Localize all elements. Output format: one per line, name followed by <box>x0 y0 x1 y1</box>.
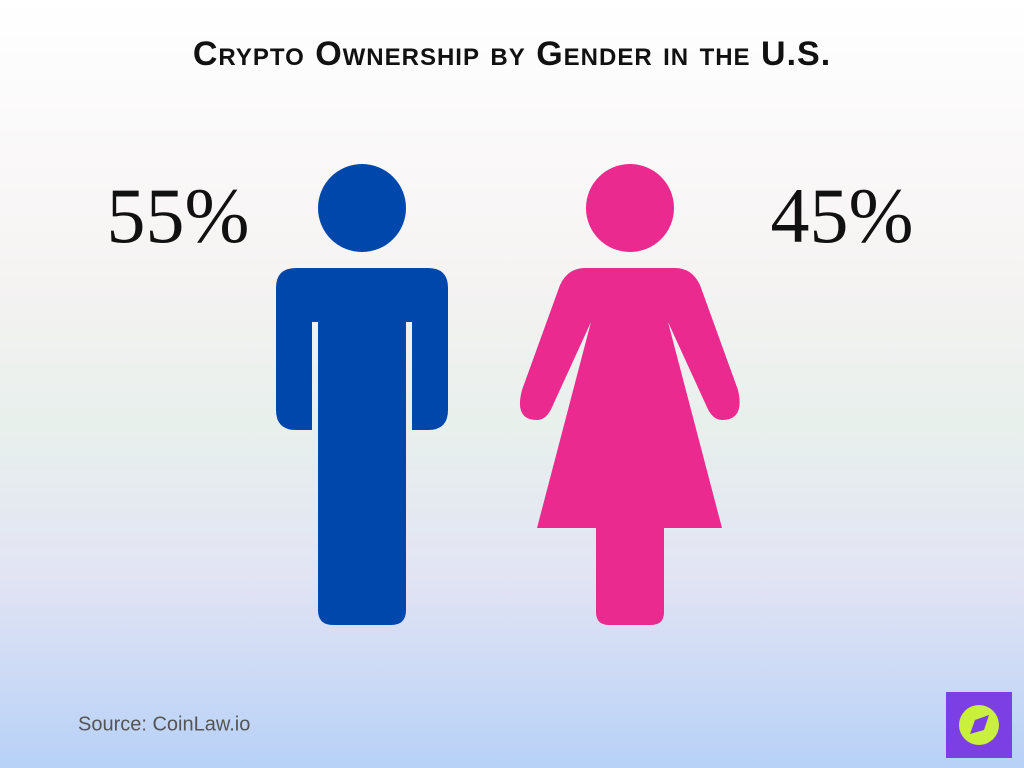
figure <box>276 164 448 625</box>
source: Source: CoinLaw.io <box>78 713 250 735</box>
figure-body <box>519 268 740 625</box>
chart-title: Crypto Ownership by Gender in the U.S. <box>193 35 831 73</box>
figure-body <box>276 268 448 625</box>
figure <box>519 164 740 625</box>
value-label: 45% <box>771 172 914 259</box>
figure-head <box>586 164 674 252</box>
logo <box>946 692 1012 758</box>
value-label: 55% <box>107 172 250 259</box>
figure-head <box>318 164 406 252</box>
